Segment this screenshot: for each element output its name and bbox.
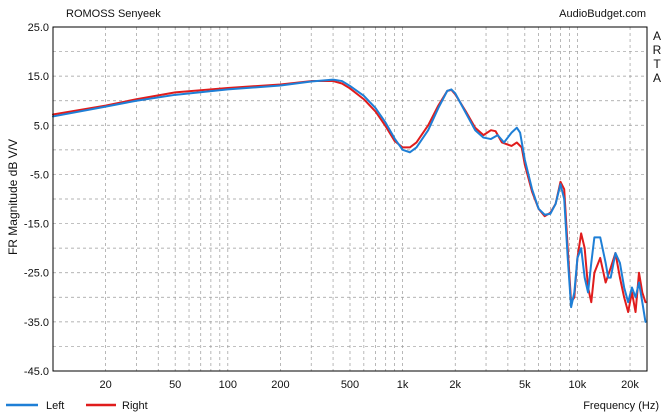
- grid: [52, 26, 647, 372]
- x-tick-label: 500: [341, 379, 359, 391]
- series-lines: [52, 78, 647, 323]
- y-tick-label: -15.0: [24, 219, 49, 231]
- y-tick-labels: 25.0 15.0 5.0 -5.0 -15.0 -25.0 -35.0 -45.0: [24, 22, 49, 378]
- y-tick-label: 15.0: [28, 71, 49, 83]
- plot-frame: [52, 26, 648, 372]
- series-line-right: [52, 80, 647, 314]
- side-letter: T: [653, 57, 661, 71]
- series-line-left: [52, 78, 647, 323]
- x-tick-label: 10k: [569, 379, 587, 391]
- x-tick-label: 100: [219, 379, 237, 391]
- y-tick-label: 5.0: [34, 120, 49, 132]
- y-axis-label: FR Magnitude dB V/V: [6, 139, 20, 255]
- chart-title: ROMOSS Senyeek: [66, 8, 161, 20]
- x-tick-label: 200: [271, 379, 289, 391]
- y-tick-label: -25.0: [24, 268, 49, 280]
- y-tick-label: -45.0: [24, 366, 49, 378]
- legend: Left Right: [6, 400, 148, 412]
- watermark-label: AudioBudget.com: [559, 8, 646, 20]
- y-tick-label: 25.0: [28, 22, 49, 34]
- side-letter: A: [653, 71, 661, 85]
- x-tick-labels: 20 50 100 200 500 1k 2k 5k 10k 20k: [99, 379, 639, 391]
- x-tick-label: 20: [99, 379, 111, 391]
- side-letter: R: [653, 43, 662, 57]
- x-tick-label: 20k: [621, 379, 639, 391]
- x-tick-label: 1k: [397, 379, 409, 391]
- x-tick-label: 5k: [519, 379, 531, 391]
- side-letter: A: [653, 29, 661, 43]
- y-tick-label: -35.0: [24, 317, 49, 329]
- legend-label-left: Left: [46, 400, 64, 412]
- x-tick-label: 50: [169, 379, 181, 391]
- y-tick-label: -5.0: [30, 169, 49, 181]
- x-tick-label: 2k: [449, 379, 461, 391]
- legend-label-right: Right: [122, 400, 148, 412]
- x-axis-label: Frequency (Hz): [583, 400, 659, 412]
